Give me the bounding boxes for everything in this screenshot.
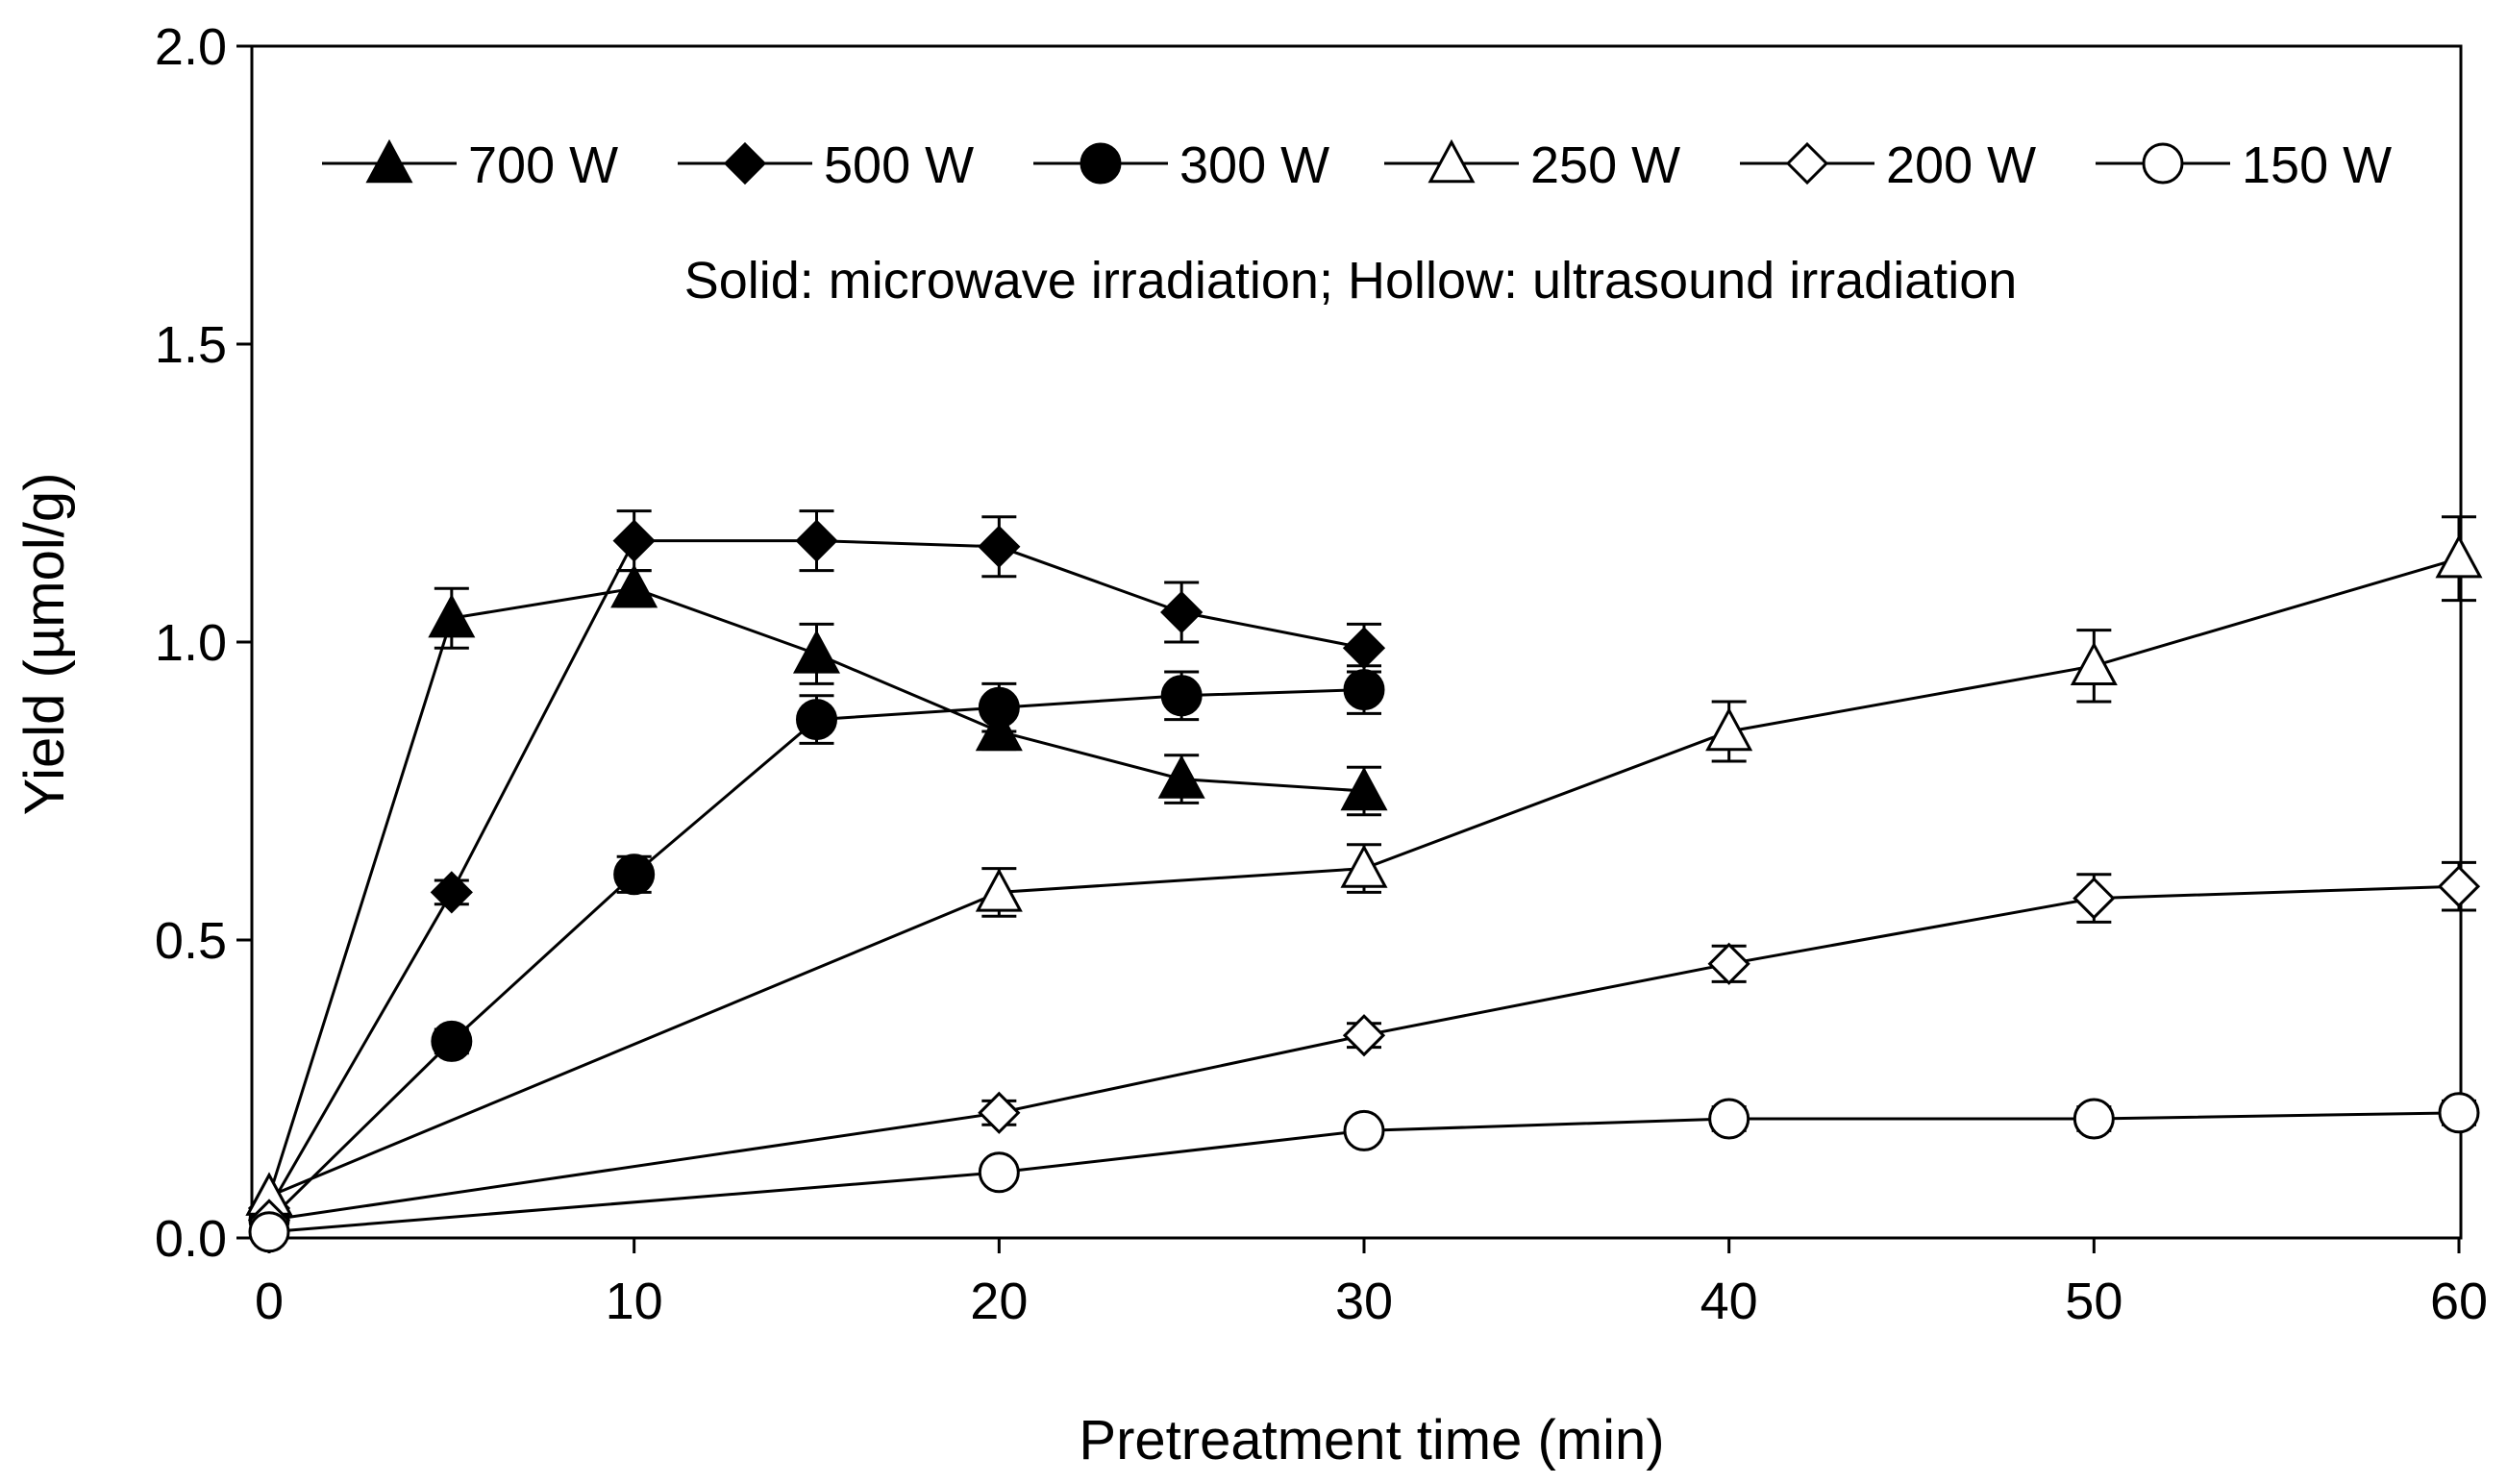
data-point <box>978 1091 1021 1134</box>
legend-marker <box>1785 141 1829 186</box>
data-point <box>795 519 838 562</box>
series-500w <box>247 509 1386 1230</box>
data-point <box>975 868 1023 912</box>
data-point <box>1708 1098 1750 1140</box>
series-line <box>268 1111 2460 1234</box>
data-point <box>1340 766 1388 811</box>
data-point <box>610 564 658 608</box>
x-tick-label: 50 <box>2065 1273 2122 1330</box>
data-point <box>1160 675 1203 717</box>
legend-marker <box>1427 138 1476 184</box>
data-point <box>978 1151 1020 1194</box>
data-point <box>612 519 656 562</box>
data-point <box>792 630 841 674</box>
data-point <box>1342 1014 1386 1057</box>
legend-entry: 700 W <box>322 136 618 194</box>
data-point <box>1343 1109 1385 1151</box>
data-point <box>2438 1092 2480 1134</box>
data-point <box>1340 844 1388 888</box>
data-point <box>1160 590 1204 634</box>
y-axis-label: Yield (µmol/g) <box>13 473 76 816</box>
x-tick-label: 30 <box>1335 1273 1393 1330</box>
legend-marker <box>2142 142 2184 185</box>
data-point <box>2073 1098 2115 1140</box>
legend-marker <box>1080 142 1122 185</box>
legend-annotation: Solid: microwave irradiation; Hollow: ul… <box>684 252 2018 309</box>
data-point <box>2070 641 2118 685</box>
x-tick-label: 60 <box>2430 1273 2488 1330</box>
legend-label: 500 W <box>824 136 974 194</box>
legend-entry: 500 W <box>678 136 974 194</box>
series-line <box>268 884 2460 1222</box>
legend-label: 250 W <box>1530 136 1680 194</box>
data-point <box>613 853 656 896</box>
data-point <box>796 699 837 741</box>
data-point <box>430 871 473 914</box>
data-point <box>2435 534 2483 579</box>
legend: 700 W 500 W 300 W 250 W 200 W 150 W <box>322 136 2392 194</box>
series-150w <box>248 1092 2480 1253</box>
x-tick-label: 10 <box>606 1273 663 1330</box>
data-point <box>978 686 1020 729</box>
data-point <box>428 594 476 638</box>
series-line <box>268 556 2460 1198</box>
legend-label: 700 W <box>468 136 618 194</box>
y-tick-label: 0.5 <box>155 912 227 970</box>
legend-entry: 150 W <box>2096 136 2392 194</box>
y-tick-label: 2.0 <box>155 18 227 76</box>
data-point <box>248 1211 290 1253</box>
data-point <box>1705 706 1753 752</box>
x-axis-label: Pretreatment time (min) <box>1079 1409 1664 1472</box>
legend-marker <box>723 141 767 186</box>
series-300w <box>248 664 1385 1241</box>
y-tick-label: 1.0 <box>155 614 227 672</box>
x-tick-label: 0 <box>255 1273 284 1330</box>
data-point <box>1157 754 1205 799</box>
legend-label: 150 W <box>2242 136 2392 194</box>
legend-label: 300 W <box>1179 136 1329 194</box>
legend-entry: 250 W <box>1384 136 1680 194</box>
data-point <box>1343 669 1385 711</box>
data-point <box>2437 865 2481 908</box>
data-point <box>431 1020 473 1062</box>
series-700w <box>245 564 1388 1216</box>
x-tick-label: 20 <box>970 1273 1028 1330</box>
y-tick-label: 1.5 <box>155 316 227 374</box>
y-tick-label: 0.0 <box>155 1210 227 1268</box>
data-point <box>2073 877 2116 920</box>
series-250w <box>245 515 2483 1216</box>
legend-entry: 200 W <box>1740 136 2036 194</box>
axes: 0 10 20 30 40 50 60 0.0 0.5 1.0 1.5 2.0 <box>155 18 2488 1330</box>
legend-entry: 300 W <box>1033 136 1329 194</box>
data-point <box>1707 942 1750 985</box>
x-tick-label: 40 <box>1700 1273 1758 1330</box>
legend-label: 200 W <box>1886 136 2036 194</box>
data-point <box>1342 627 1386 670</box>
series-layer <box>245 509 2483 1253</box>
legend-marker <box>365 138 413 184</box>
data-point <box>978 525 1021 568</box>
